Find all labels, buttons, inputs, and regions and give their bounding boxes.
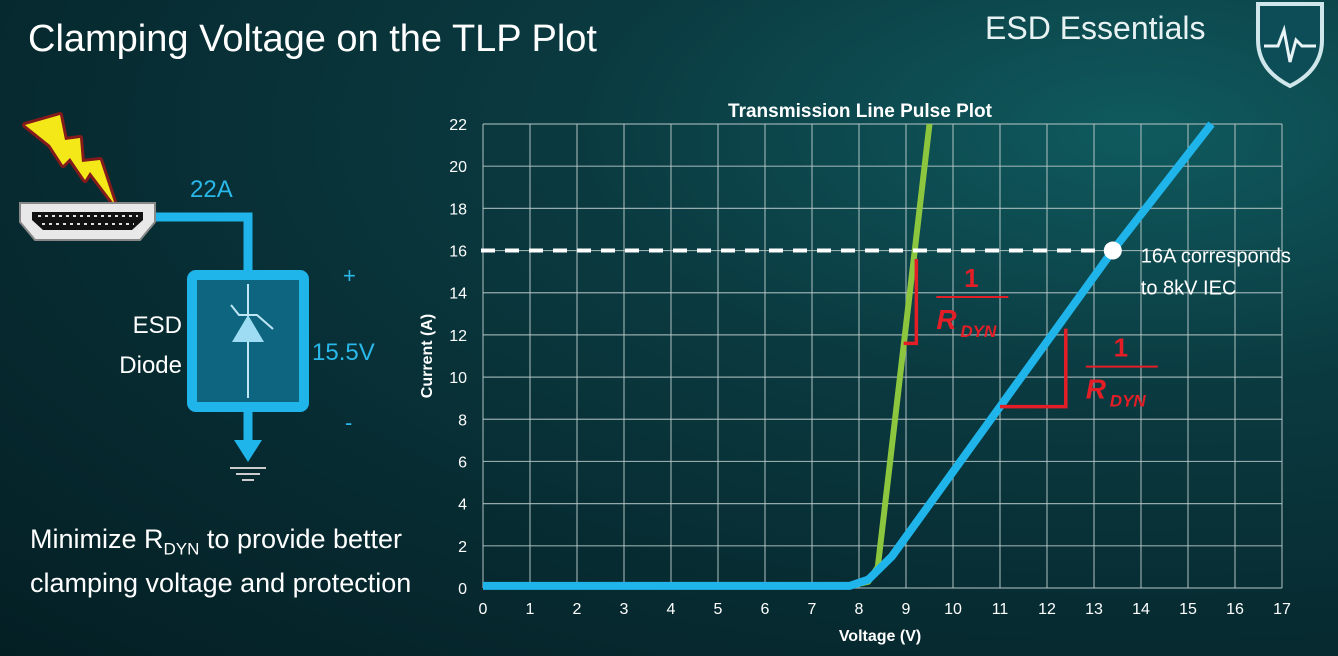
y-tick-label: 8 xyxy=(458,412,467,429)
y-tick-label: 6 xyxy=(458,454,467,471)
voltage-label: 15.5V xyxy=(312,339,375,366)
x-tick-label: 10 xyxy=(944,601,962,618)
y-tick-label: 12 xyxy=(449,328,467,345)
y-tick-label: 20 xyxy=(449,159,467,176)
slope-triangle xyxy=(1000,328,1068,409)
y-tick-label: 14 xyxy=(449,286,467,303)
plus-sign: + xyxy=(343,263,356,288)
annotation-line1: 16A corresponds xyxy=(1141,246,1291,268)
x-tick-label: 5 xyxy=(714,601,723,618)
hdmi-connector-icon xyxy=(19,202,156,241)
x-tick-label: 6 xyxy=(761,601,770,618)
x-tick-label: 1 xyxy=(526,601,535,618)
arrow-down-icon xyxy=(234,440,262,462)
caption-sub: DYN xyxy=(163,539,200,559)
series-line-green xyxy=(483,123,933,589)
y-tick-label: 18 xyxy=(449,201,467,218)
slide-title: Clamping Voltage on the TLP Plot xyxy=(28,18,597,60)
x-tick-label: 3 xyxy=(620,601,629,618)
x-tick-label: 17 xyxy=(1273,601,1291,618)
x-tick-label: 2 xyxy=(573,601,582,618)
x-tick-label: 4 xyxy=(667,601,676,618)
minus-sign: - xyxy=(345,410,352,435)
y-tick-label: 10 xyxy=(449,370,467,387)
slope-denominator: R xyxy=(1086,374,1107,405)
slope-denominator-sub: DYN xyxy=(1110,392,1147,411)
y-tick-label: 22 xyxy=(449,117,467,134)
y-axis-label: Current (A) xyxy=(419,314,436,398)
slope-numerator: 1 xyxy=(964,263,978,293)
y-tick-label: 2 xyxy=(458,539,467,556)
current-label: 22A xyxy=(190,176,233,203)
slope-triangle xyxy=(903,258,919,346)
slope-denominator-sub: DYN xyxy=(960,322,997,341)
x-axis-label: Voltage (V) xyxy=(839,628,921,645)
annotation-line2: to 8kV IEC xyxy=(1141,278,1237,300)
device-label-esd: ESD xyxy=(133,312,182,339)
brand-name: ESD Essentials xyxy=(985,10,1206,46)
x-tick-label: 16 xyxy=(1226,601,1244,618)
esd-circuit-diagram: 22A ESD Diode 15.5V + - xyxy=(19,112,375,481)
chart-title: Transmission Line Pulse Plot xyxy=(728,101,993,122)
slope-denominator: R xyxy=(936,304,957,335)
y-tick-label: 0 xyxy=(458,581,467,598)
x-tick-label: 7 xyxy=(808,601,817,618)
ground-icon xyxy=(230,467,266,481)
x-tick-label: 15 xyxy=(1179,601,1197,618)
device-label-diode: Diode xyxy=(119,352,182,379)
shield-logo-icon xyxy=(1256,2,1324,89)
x-tick-label: 8 xyxy=(855,601,864,618)
marker-16a xyxy=(1103,241,1122,260)
x-tick-label: 12 xyxy=(1038,601,1056,618)
caption-post: to provide better clamping voltage and p… xyxy=(30,524,412,599)
x-tick-label: 13 xyxy=(1085,601,1103,618)
diode-symbol-icon xyxy=(232,315,264,342)
y-tick-label: 16 xyxy=(449,244,467,261)
slope-numerator: 1 xyxy=(1114,333,1128,363)
y-tick-label: 4 xyxy=(458,497,467,514)
x-tick-label: 14 xyxy=(1132,601,1150,618)
caption-pre: Minimize R xyxy=(30,524,164,554)
bottom-caption: Minimize RDYN to provide better clamping… xyxy=(30,522,430,600)
x-tick-label: 9 xyxy=(902,601,911,618)
x-tick-label: 0 xyxy=(479,601,488,618)
x-tick-label: 11 xyxy=(992,601,1009,618)
series-line-blue xyxy=(483,121,1215,590)
